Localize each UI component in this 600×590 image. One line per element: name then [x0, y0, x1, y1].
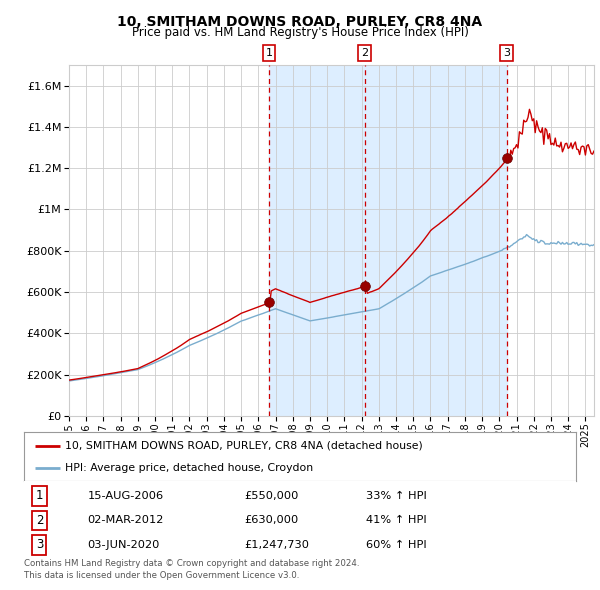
- Text: HPI: Average price, detached house, Croydon: HPI: Average price, detached house, Croy…: [65, 463, 314, 473]
- Text: £550,000: £550,000: [245, 491, 299, 501]
- Text: 33% ↑ HPI: 33% ↑ HPI: [366, 491, 427, 501]
- Text: This data is licensed under the Open Government Licence v3.0.: This data is licensed under the Open Gov…: [24, 571, 299, 579]
- Text: £1,247,730: £1,247,730: [245, 540, 310, 550]
- Text: 60% ↑ HPI: 60% ↑ HPI: [366, 540, 427, 550]
- Text: 03-JUN-2020: 03-JUN-2020: [88, 540, 160, 550]
- Text: Price paid vs. HM Land Registry's House Price Index (HPI): Price paid vs. HM Land Registry's House …: [131, 26, 469, 39]
- Text: 02-MAR-2012: 02-MAR-2012: [88, 515, 164, 525]
- Text: Contains HM Land Registry data © Crown copyright and database right 2024.: Contains HM Land Registry data © Crown c…: [24, 559, 359, 568]
- Text: 10, SMITHAM DOWNS ROAD, PURLEY, CR8 4NA: 10, SMITHAM DOWNS ROAD, PURLEY, CR8 4NA: [118, 15, 482, 30]
- Text: 2: 2: [36, 514, 43, 527]
- Text: £630,000: £630,000: [245, 515, 299, 525]
- Text: 2: 2: [361, 48, 368, 58]
- Text: 10, SMITHAM DOWNS ROAD, PURLEY, CR8 4NA (detached house): 10, SMITHAM DOWNS ROAD, PURLEY, CR8 4NA …: [65, 441, 423, 451]
- Text: 3: 3: [36, 538, 43, 551]
- Bar: [269, 65, 506, 416]
- Text: 41% ↑ HPI: 41% ↑ HPI: [366, 515, 427, 525]
- Text: 1: 1: [266, 48, 272, 58]
- Text: 3: 3: [503, 48, 510, 58]
- Text: 1: 1: [36, 489, 43, 502]
- Text: 15-AUG-2006: 15-AUG-2006: [88, 491, 164, 501]
